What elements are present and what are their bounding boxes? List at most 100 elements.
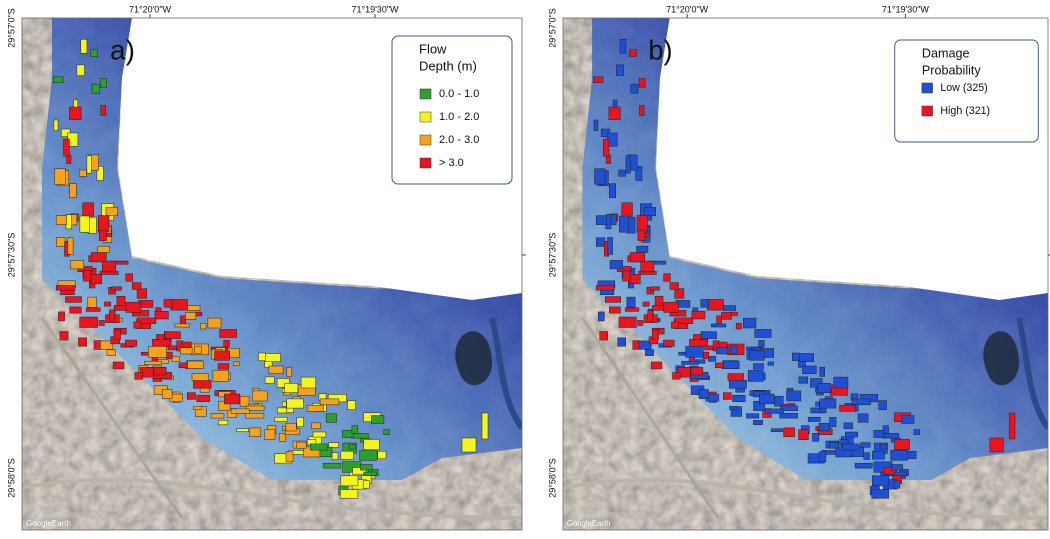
building: [595, 215, 607, 225]
legend-swatch: [921, 105, 933, 117]
river: [1016, 317, 1049, 430]
building: [56, 237, 66, 247]
building: [98, 320, 105, 326]
building: [69, 306, 82, 314]
building: [715, 362, 724, 369]
building: [638, 340, 652, 350]
building: [79, 169, 87, 177]
building: [359, 449, 378, 461]
building: [245, 412, 265, 419]
building: [85, 307, 101, 312]
building: [67, 237, 74, 255]
map-frame: [562, 17, 1049, 531]
building: [105, 207, 118, 216]
building: [700, 299, 710, 308]
building: [702, 351, 710, 359]
building: [164, 331, 181, 339]
building: [340, 489, 359, 499]
building: [136, 317, 157, 324]
building: [882, 425, 889, 434]
building: [154, 311, 169, 320]
building: [134, 372, 144, 380]
building: [710, 323, 727, 328]
building: [100, 340, 114, 350]
building: [106, 349, 116, 356]
building: [98, 215, 110, 233]
building: [604, 296, 621, 303]
building: [144, 360, 162, 365]
building: [618, 169, 626, 177]
building: [108, 310, 115, 322]
building: [663, 301, 679, 313]
legend-swatch: [419, 88, 432, 100]
building: [90, 49, 99, 57]
building: [622, 270, 631, 282]
building: [593, 76, 604, 84]
building: [112, 361, 125, 370]
building: [619, 39, 627, 54]
latitude-label: 29°58'0"S: [6, 458, 16, 498]
building: [111, 286, 122, 291]
building: [593, 119, 599, 131]
building: [300, 376, 317, 389]
building: [230, 408, 250, 414]
flood-texture: [582, 18, 1048, 480]
building: [792, 352, 800, 361]
map-frame: [21, 17, 523, 531]
building: [829, 417, 837, 427]
building: [113, 329, 121, 340]
building: [743, 317, 757, 329]
legend-label: Low (325): [940, 82, 987, 94]
building: [654, 295, 664, 307]
building: [723, 360, 740, 369]
building: [153, 366, 167, 376]
building: [200, 323, 207, 330]
building: [871, 475, 890, 487]
building: [193, 405, 203, 410]
building: [625, 307, 640, 312]
building: [207, 317, 222, 329]
legend-title: Depth (m): [419, 58, 477, 73]
building: [989, 437, 1004, 453]
building: [729, 379, 747, 389]
building: [729, 405, 738, 410]
building: [331, 452, 339, 460]
building: [98, 230, 107, 241]
building: [878, 400, 887, 410]
river: [489, 317, 522, 430]
building: [635, 166, 643, 181]
building: [258, 352, 266, 361]
building: [249, 427, 262, 437]
latitude-label: 29°57'0"S: [6, 8, 16, 48]
building: [802, 365, 817, 374]
building: [131, 282, 142, 290]
building: [325, 413, 337, 423]
building: [136, 288, 147, 299]
panel-label: b): [648, 34, 672, 65]
building: [141, 351, 150, 356]
building: [219, 329, 237, 338]
road: [563, 477, 1049, 520]
building: [894, 439, 910, 450]
building: [629, 49, 637, 57]
building: [629, 252, 646, 263]
building: [636, 245, 649, 253]
building: [706, 299, 724, 311]
building: [187, 360, 204, 369]
building: [186, 392, 196, 400]
building: [723, 392, 732, 400]
building: [322, 462, 342, 469]
legend-box: [391, 35, 513, 185]
building: [55, 215, 68, 225]
building: [58, 311, 65, 322]
longitude-label: 71°20'0"W: [666, 4, 709, 14]
building: [732, 394, 746, 402]
building: [55, 285, 76, 291]
building: [845, 431, 859, 438]
building: [101, 260, 117, 273]
building: [598, 311, 605, 322]
building: [79, 215, 90, 233]
road: [581, 317, 720, 519]
building: [96, 166, 104, 181]
building: [78, 337, 87, 347]
